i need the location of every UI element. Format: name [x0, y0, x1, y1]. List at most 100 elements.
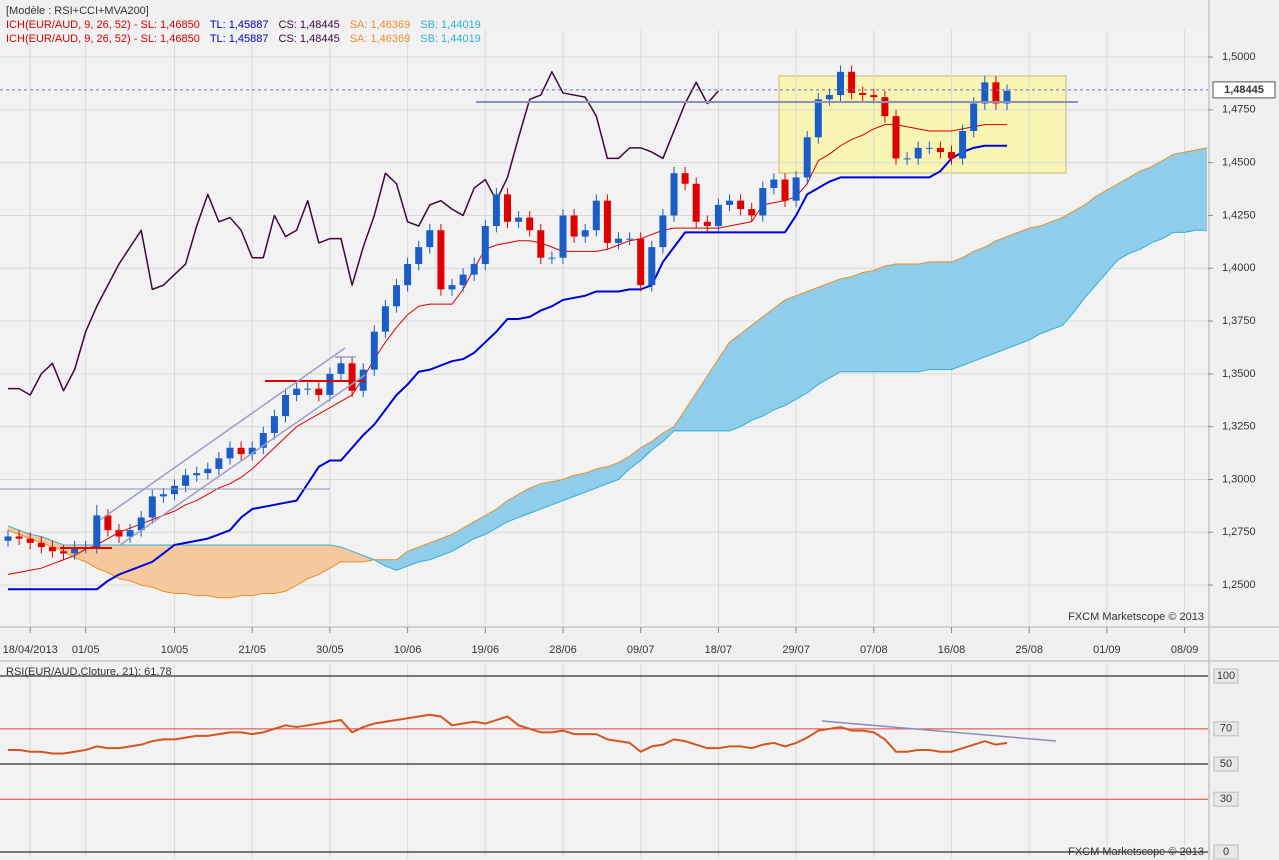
senkou-b-line — [7, 229, 1207, 571]
y-tick-label: 1,4750 — [1222, 104, 1256, 116]
cloud-fill — [529, 483, 542, 514]
x-tick-label: 07/08 — [860, 644, 888, 656]
candle-body — [837, 71, 844, 96]
candle-body — [737, 200, 745, 210]
cloud-fill — [251, 544, 264, 596]
candle-body — [1003, 90, 1011, 104]
cloud-fill — [773, 299, 786, 411]
candle-body — [171, 485, 178, 495]
cloud-fill — [740, 324, 752, 428]
cloud-fill — [895, 263, 908, 373]
x-tick-label: 10/05 — [161, 644, 189, 656]
x-tick-label: 01/09 — [1093, 644, 1121, 656]
cloud-fill — [1184, 149, 1196, 233]
legend-entry: ICH(EUR/AUD, 9, 26, 52) - SL: 1,46850 — [6, 19, 200, 31]
y-tick-label: 1,4500 — [1222, 157, 1256, 169]
cloud-fill — [1073, 204, 1085, 314]
cloud-fill — [973, 246, 986, 362]
candle-body — [504, 194, 511, 222]
candle-body — [770, 179, 778, 188]
candle-body — [903, 158, 911, 160]
cloud-fill — [174, 544, 186, 594]
y-tick-label: 1,3750 — [1222, 315, 1256, 327]
candle-body — [803, 137, 811, 178]
rsi-tick-box — [1213, 721, 1239, 737]
highlight-box — [778, 75, 1067, 174]
cloud-fill — [751, 316, 764, 421]
cloud-fill — [118, 544, 131, 582]
cloud-fill — [962, 250, 974, 366]
candle-body — [348, 363, 356, 391]
candle-body — [814, 99, 822, 138]
cloud-fill — [129, 544, 142, 586]
y-tick-label: 1,3250 — [1222, 421, 1256, 433]
candle-body — [93, 515, 101, 548]
cloud-fill — [1162, 153, 1174, 240]
candle-body — [692, 183, 700, 222]
candle-body — [259, 433, 267, 448]
y-tick-label: 1,2500 — [1222, 579, 1256, 591]
candle-body — [193, 473, 201, 476]
cloud-fill — [851, 272, 863, 373]
last-price-box — [1212, 81, 1276, 99]
candle-body — [970, 103, 978, 131]
cloud-fill — [906, 263, 919, 373]
candle-body — [337, 363, 345, 374]
rsi-tick-box — [1213, 668, 1239, 684]
candle-body — [148, 496, 156, 518]
rsi-title: RSI(EUR/AUD,Cloture, 21): 61,78 — [6, 666, 172, 678]
channel-line — [99, 347, 346, 521]
cloud-fill — [307, 544, 320, 580]
cloud-fill — [1195, 147, 1208, 231]
candle-body — [581, 230, 589, 237]
legend-entry: SA: 1,46369 — [350, 33, 411, 45]
cloud-fill — [207, 544, 220, 599]
candle-body — [71, 547, 79, 554]
cloud-fill — [1128, 170, 1141, 254]
cloud-fill — [1084, 195, 1097, 299]
candle-body — [659, 215, 667, 248]
channel-line — [119, 374, 366, 546]
cloud-fill — [984, 240, 997, 358]
candle-body — [714, 204, 722, 227]
candle-body — [293, 388, 301, 395]
x-tick-label: 21/05 — [238, 644, 266, 656]
candle-body — [326, 373, 334, 395]
legend-line: ICH(EUR/AUD, 9, 26, 52) - SL: 1,46850 TL:… — [6, 19, 481, 31]
chart-layer: 1,2500 1,2750 1,3000 1,3250 1,3500 1,3750 1,40… — [0, 30, 1276, 860]
y-tick-label: 1,3500 — [1222, 368, 1256, 380]
y-tick-label: 1,4250 — [1222, 209, 1256, 221]
cloud-fill — [873, 265, 886, 373]
candle-body — [60, 551, 67, 554]
candle-body — [182, 475, 190, 486]
cloud-fill — [784, 295, 797, 406]
rsi-tick-box — [1213, 791, 1239, 807]
cloud-fill — [795, 291, 808, 400]
candle-body — [226, 447, 234, 459]
cloud-fill — [1117, 176, 1130, 261]
cloud-fill — [729, 333, 741, 432]
candle-body — [981, 82, 989, 104]
candle-body — [515, 217, 523, 222]
cloud-fill — [829, 278, 841, 379]
candle-body — [459, 274, 467, 286]
indicator-line — [8, 71, 719, 396]
x-tick-label: 19/06 — [472, 644, 500, 656]
candle-body — [4, 536, 12, 541]
candle-body — [404, 264, 412, 286]
candle-body — [681, 173, 689, 184]
cloud-fill — [218, 544, 231, 599]
rsi-line — [8, 713, 1008, 755]
legend-entry: TL: 1,45887 — [210, 33, 269, 45]
candle-body — [670, 173, 678, 216]
candle-body — [925, 147, 933, 149]
candle-body — [137, 517, 145, 531]
x-tick-label: 28/06 — [549, 644, 577, 656]
candle-body — [848, 71, 856, 93]
cloud-fill — [762, 307, 775, 417]
cloud-fill — [995, 236, 1008, 354]
cloud-fill — [296, 544, 308, 586]
candle-body — [393, 285, 400, 307]
candle-body — [781, 179, 789, 201]
